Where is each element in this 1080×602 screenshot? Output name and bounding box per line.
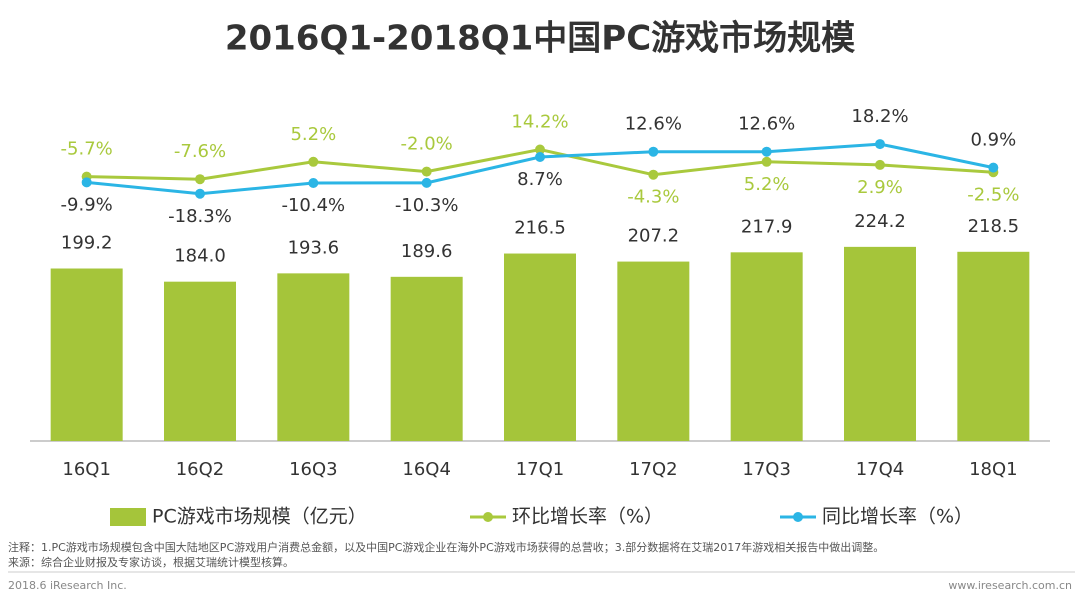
point bbox=[761, 156, 772, 167]
note: 注释：1.PC游戏市场规模包含中国大陆地区PC游戏用户消费总金额，以及中国PC游… bbox=[8, 540, 884, 554]
data-label: 217.9 bbox=[741, 216, 793, 237]
legend-label: PC游戏市场规模（亿元） bbox=[152, 506, 367, 528]
point bbox=[875, 139, 885, 150]
data-label: -10.3% bbox=[395, 195, 459, 216]
data-label: 18.2% bbox=[851, 106, 908, 127]
data-label: 199.2 bbox=[61, 233, 113, 254]
data-label: -9.9% bbox=[61, 194, 113, 215]
point bbox=[195, 174, 205, 185]
point bbox=[648, 146, 659, 157]
point bbox=[761, 146, 772, 157]
data-label: 2.9% bbox=[857, 177, 903, 198]
footer: www.iresearch.com.cn bbox=[948, 579, 1072, 592]
bar bbox=[164, 281, 236, 441]
data-label: -4.3% bbox=[627, 187, 679, 208]
data-label: -7.6% bbox=[174, 141, 226, 162]
legend-label: 环比增长率（%） bbox=[512, 506, 663, 528]
x-tick-label: 16Q2 bbox=[176, 459, 225, 480]
bar bbox=[844, 246, 916, 441]
data-label: 216.5 bbox=[514, 218, 566, 239]
x-tick-label: 17Q4 bbox=[856, 459, 905, 480]
data-label: 224.2 bbox=[854, 211, 906, 232]
bar bbox=[50, 268, 123, 441]
point bbox=[648, 169, 659, 180]
note: 来源：综合企业财报及专家访谈，根据艾瑞统计模型核算。 bbox=[8, 555, 294, 569]
data-label: 14.2% bbox=[511, 112, 568, 133]
data-label: 189.6 bbox=[401, 241, 453, 262]
data-label: -10.4% bbox=[281, 195, 345, 216]
data-label: 218.5 bbox=[968, 216, 1020, 237]
data-label: -18.3% bbox=[168, 206, 232, 227]
data-label: 8.7% bbox=[517, 169, 563, 190]
chart-title: 2016Q1-2018Q1中国PC游戏市场规模 bbox=[225, 19, 855, 59]
data-label: 193.6 bbox=[288, 237, 340, 258]
x-tick-label: 16Q3 bbox=[289, 459, 338, 480]
data-label: -2.0% bbox=[401, 134, 453, 155]
x-tick-label: 17Q3 bbox=[742, 459, 791, 480]
point bbox=[308, 156, 319, 167]
legend-swatch bbox=[110, 508, 146, 526]
data-label: 12.6% bbox=[738, 114, 795, 135]
point bbox=[421, 177, 432, 188]
legend-swatch bbox=[483, 512, 493, 522]
point bbox=[421, 166, 432, 177]
data-label: 5.2% bbox=[744, 174, 790, 195]
legend-swatch bbox=[793, 512, 803, 522]
point bbox=[535, 144, 545, 155]
data-label: -5.7% bbox=[61, 139, 113, 160]
x-tick-label: 18Q1 bbox=[969, 459, 1018, 480]
point bbox=[195, 188, 205, 199]
legend-label: 同比增长率（%） bbox=[822, 506, 973, 528]
bar bbox=[617, 261, 690, 441]
data-label: 5.2% bbox=[290, 124, 336, 145]
bar bbox=[957, 251, 1030, 441]
data-label: -2.5% bbox=[967, 184, 1019, 205]
bar bbox=[390, 276, 463, 441]
bar bbox=[277, 273, 350, 441]
bar bbox=[504, 253, 576, 441]
point bbox=[81, 177, 92, 188]
footer: 2018.6 iResearch Inc. bbox=[8, 579, 127, 592]
x-tick-label: 16Q4 bbox=[402, 459, 451, 480]
x-tick-label: 17Q2 bbox=[629, 459, 678, 480]
x-tick-label: 16Q1 bbox=[62, 459, 111, 480]
data-label: 12.6% bbox=[625, 114, 682, 135]
x-tick-label: 17Q1 bbox=[516, 459, 565, 480]
point bbox=[535, 152, 545, 163]
bar bbox=[730, 252, 803, 441]
point bbox=[308, 178, 319, 189]
data-label: 0.9% bbox=[970, 130, 1016, 151]
point bbox=[988, 162, 999, 173]
data-label: 184.0 bbox=[174, 246, 226, 267]
data-label: 207.2 bbox=[628, 226, 680, 247]
point bbox=[875, 159, 885, 170]
